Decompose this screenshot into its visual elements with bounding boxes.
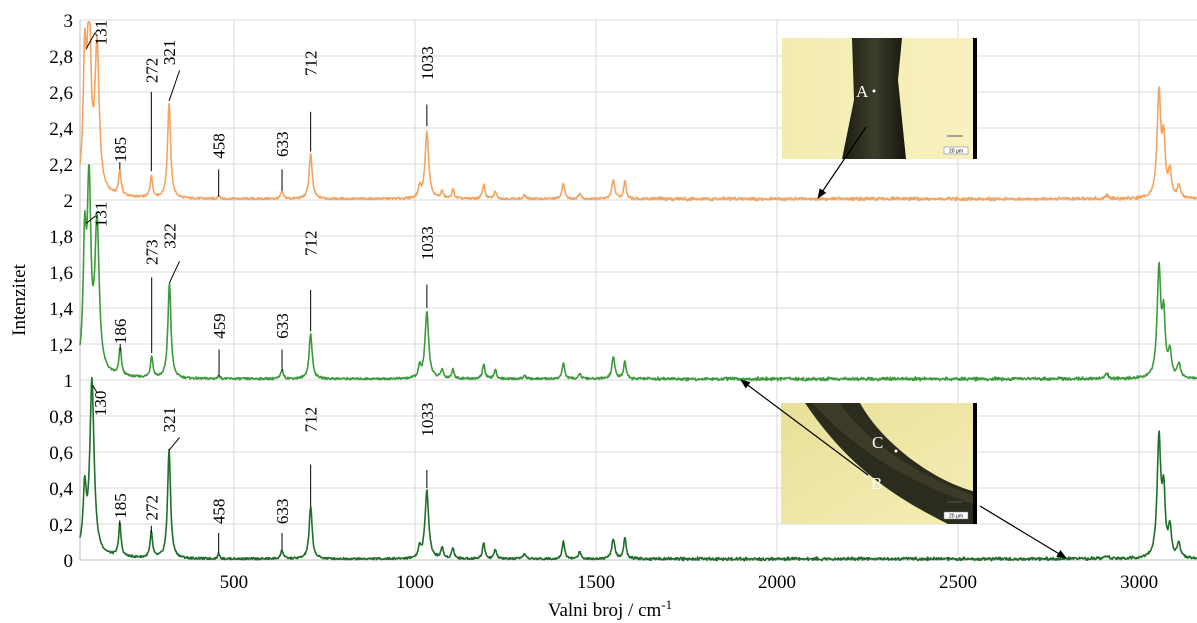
y-tick-label: 3 (64, 11, 74, 32)
axes: 0 0,2 0,4 0,6 0,8 1 1,2 1,4 1,6 1,8 2 2,2 2,4 2,6 2,8 3… (9, 11, 1158, 621)
y-tick-labels: 0 0,2 0,4 0,6 0,8 1 1,2 1,4 1,6 1,8 2 2,2 2,4 2,6 2,8 3 (49, 11, 73, 572)
y-axis-title: Intenzitet (9, 263, 30, 335)
peak-label: 633 (273, 313, 292, 339)
x-tick-label: 1000 (396, 572, 434, 593)
peak-label: 322 (160, 223, 179, 249)
peak-label: 185 (111, 493, 130, 519)
peak-label: 712 (302, 50, 321, 75)
y-tick-label: 2,8 (49, 47, 73, 68)
inset-a-scale-bar: 20 µm (943, 135, 969, 155)
x-tick-label: 1500 (577, 572, 615, 593)
inset-b-label-c: C (872, 433, 883, 452)
arrow-to-spectrum-b (740, 379, 869, 476)
peak-leader-line (85, 215, 96, 224)
y-tick-label: 0 (64, 551, 74, 572)
peak-label: 272 (142, 495, 161, 521)
peak-label: 186 (111, 319, 130, 345)
inset-b-scale-bar: 20 µm (943, 501, 969, 520)
inset-b-point-c (894, 449, 898, 453)
grid-lines (79, 19, 1197, 561)
inset-b-scale-text: 20 µm (949, 514, 963, 520)
x-tick-label: 500 (220, 572, 249, 593)
x-tick-label: 2000 (758, 572, 796, 593)
inset-a-scale-text: 20 µm (949, 149, 963, 155)
spectra (79, 21, 1197, 562)
y-tick-label: 0,4 (49, 479, 73, 500)
inset-a-fiber (842, 38, 906, 159)
inset-b-scale-box (943, 511, 969, 520)
arrow-to-spectrum-a (817, 126, 867, 199)
peak-label: 131 (91, 202, 110, 228)
peak-leader-line (168, 70, 181, 102)
y-tick-label: 2,2 (49, 155, 73, 176)
spectrum-line-3 (79, 376, 1197, 562)
peak-label: 712 (302, 230, 321, 256)
y-tick-label: 0,2 (49, 515, 73, 536)
peak-leader-line (85, 32, 96, 50)
y-tick-label: 1 (64, 371, 74, 392)
x-axis-title-superscript: -1 (661, 597, 672, 612)
y-tick-label: 1,4 (49, 299, 73, 320)
peak-label: 1033 (418, 403, 437, 437)
inset-b-point-b (863, 474, 867, 478)
inset-a-label-a: A (856, 82, 869, 101)
x-axis-title-text: Valni broj / cm (548, 600, 662, 621)
x-axis-title: Valni broj / cm-1 (548, 597, 672, 621)
micrograph-inset-a: A 20 µm (782, 38, 977, 159)
inset-a-border (973, 38, 977, 159)
y-tick-label: 0,6 (49, 443, 73, 464)
inset-b-fiber-highlight (812, 403, 976, 505)
y-tick-label: 1,2 (49, 335, 73, 356)
y-tick-label: 2,6 (49, 83, 73, 104)
peak-leader-line (168, 260, 181, 284)
peak-label: 321 (160, 407, 179, 433)
peak-label: 458 (210, 133, 229, 159)
micrograph-inset-b: C B 20 µm (781, 403, 977, 524)
x-tick-label: 2500 (939, 572, 977, 593)
spectrum-line-1 (79, 21, 1197, 202)
y-tick-label: 0,8 (49, 407, 73, 428)
peak-label: 633 (273, 499, 292, 525)
inset-a-scale-box (943, 146, 969, 155)
y-tick-label: 2 (64, 191, 74, 212)
peak-label: 633 (273, 131, 292, 157)
arrow-to-spectrum-c (979, 505, 1067, 559)
inset-a-point-a (872, 89, 876, 93)
peak-label: 272 (142, 58, 161, 84)
peak-label: 459 (210, 313, 229, 339)
spectrum-line-2 (79, 164, 1197, 382)
y-tick-label: 2,4 (49, 119, 73, 140)
x-tick-labels: 500 1000 1500 2000 2500 3000 (220, 572, 1158, 593)
peak-label: 321 (160, 40, 179, 66)
peak-label: 273 (143, 239, 162, 265)
peak-leader-line (92, 385, 98, 393)
peak-label: 1033 (418, 46, 437, 80)
inset-b-label-b: B (871, 474, 882, 493)
y-tick-label: 1,8 (49, 227, 73, 248)
inset-b-border (973, 403, 977, 524)
peak-label: 1033 (418, 226, 437, 260)
peak-label: 185 (111, 137, 130, 163)
peak-label: 712 (302, 407, 321, 433)
peak-label: 131 (91, 20, 110, 46)
x-tick-label: 3000 (1120, 572, 1158, 593)
peak-label: 458 (210, 499, 229, 525)
y-tick-label: 1,6 (49, 263, 73, 284)
peak-label: 130 (91, 391, 110, 417)
peak-leader-line (168, 437, 180, 451)
